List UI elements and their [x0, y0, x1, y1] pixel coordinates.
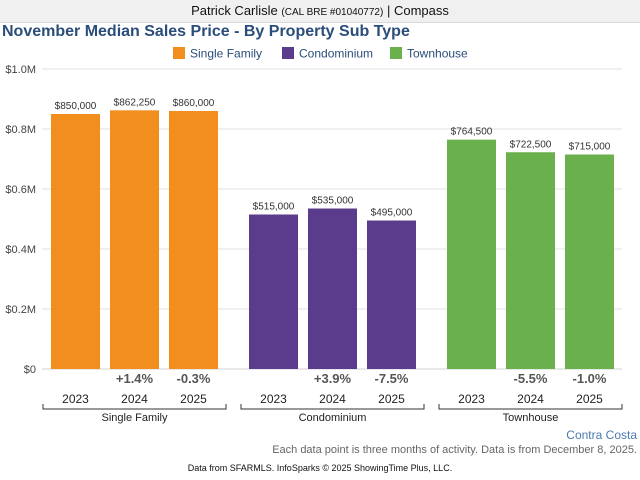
bar-chart: Single Family Condominium Townhouse $0 $0.2…: [5, 47, 623, 424]
brokerage-name: Compass: [393, 3, 449, 18]
bar-value-label: $535,000: [312, 196, 354, 207]
region-link[interactable]: Contra Costa: [566, 428, 637, 442]
change-label: -5.5%: [514, 371, 548, 386]
change-label: +3.9%: [314, 371, 352, 386]
x-tick-label: 2023: [260, 392, 287, 406]
x-tick-label: 2025: [180, 392, 207, 406]
y-tick-label: $1.0M: [5, 64, 36, 76]
change-label: -1.0%: [573, 371, 607, 386]
bar[interactable]: [565, 154, 614, 370]
data-credit: Data from SFARMLS. InfoSparks © 2025 Sho…: [187, 463, 453, 473]
x-tick-label: 2023: [62, 392, 89, 406]
bar[interactable]: [110, 110, 159, 369]
y-tick-label: $0: [24, 364, 36, 376]
y-tick-label: $0.8M: [5, 124, 36, 136]
x-tick-label: 2025: [378, 392, 405, 406]
group-bracket: [240, 404, 425, 410]
data-note: Each data point is three months of activ…: [272, 444, 637, 456]
x-tick-label: 2024: [121, 392, 148, 406]
chart-legend: Single Family Condominium Townhouse: [173, 47, 468, 61]
chart-bars: $850,000 $862,250 +1.4% $860,000 -0.3% $515,0…: [51, 97, 614, 386]
bar-value-label: $860,000: [173, 98, 215, 109]
group-bracket: [438, 404, 623, 410]
change-label: +1.4%: [116, 371, 154, 386]
bar[interactable]: [506, 152, 555, 369]
legend-swatch: [173, 47, 185, 59]
header-separator: |: [386, 3, 391, 18]
bar-value-label: $722,500: [510, 139, 552, 150]
bar-value-label: $850,000: [55, 101, 97, 112]
x-tick-label: 2023: [458, 392, 485, 406]
y-tick-label: $0.6M: [5, 184, 36, 196]
bar[interactable]: [51, 114, 100, 369]
change-label: -7.5%: [375, 371, 409, 386]
chart-title: November Median Sales Price - By Propert…: [2, 23, 410, 40]
bar[interactable]: [447, 139, 496, 369]
x-tick-label: 2024: [517, 392, 544, 406]
agent-name: Patrick Carlisle: [191, 3, 278, 18]
license-number: (CAL BRE #01040772): [281, 7, 384, 18]
legend-label: Single Family: [190, 47, 262, 61]
group-label: Condominium: [299, 412, 367, 424]
bar-value-label: $764,500: [451, 127, 493, 138]
group-label: Single Family: [101, 412, 168, 424]
legend-label: Townhouse: [407, 47, 468, 61]
bar[interactable]: [367, 220, 416, 370]
y-tick-label: $0.2M: [5, 304, 36, 316]
bar-value-label: $862,250: [114, 97, 156, 108]
bar-value-label: $495,000: [371, 208, 413, 219]
group-label: Townhouse: [503, 412, 559, 424]
x-tick-label: 2024: [319, 392, 346, 406]
x-axis: 2023 2024 2025 Single Family 2023 2024 2025 Con…: [42, 392, 623, 424]
bar-value-label: $715,000: [569, 142, 611, 153]
agent-header: Patrick Carlisle (CAL BRE #01040772) | C…: [0, 0, 640, 23]
group-bracket: [42, 404, 227, 410]
x-tick-label: 2025: [576, 392, 603, 406]
legend-label: Condominium: [299, 47, 373, 61]
change-label: -0.3%: [177, 371, 211, 386]
bar-value-label: $515,000: [253, 202, 295, 213]
bar[interactable]: [169, 111, 218, 369]
legend-swatch: [390, 47, 402, 59]
bar[interactable]: [249, 214, 298, 370]
y-tick-label: $0.4M: [5, 244, 36, 256]
legend-swatch: [282, 47, 294, 59]
bar[interactable]: [308, 208, 357, 370]
